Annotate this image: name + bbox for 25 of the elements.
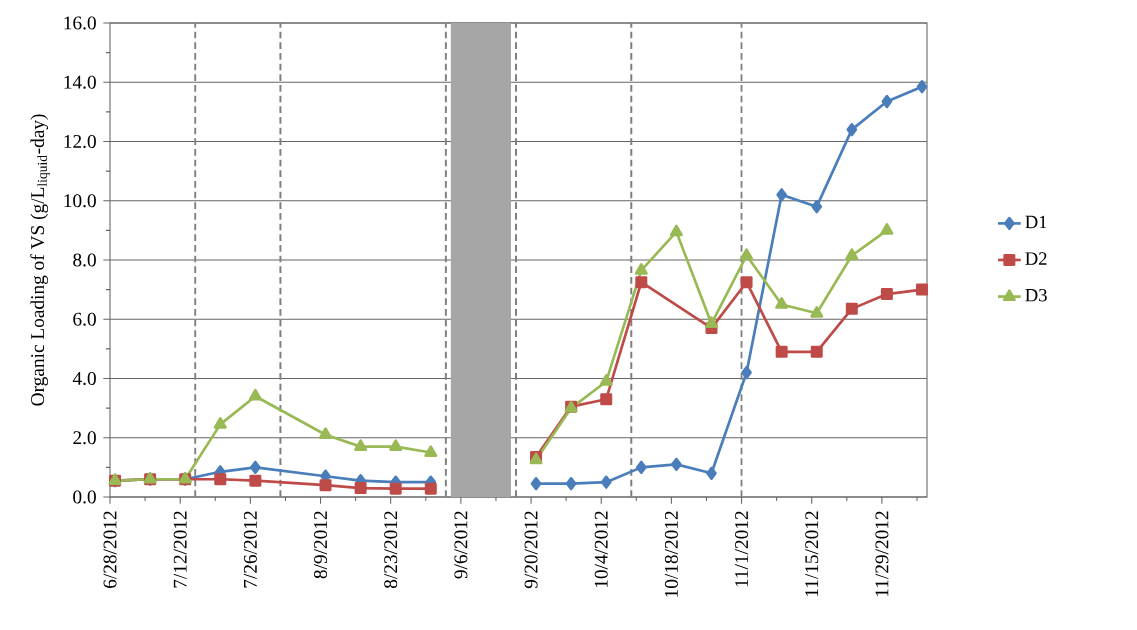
y-tick-label: 6.0 bbox=[73, 312, 96, 326]
x-tick-label: 11/29/2012 bbox=[875, 511, 889, 597]
legend-label: D2 bbox=[1025, 252, 1047, 265]
legend-label: D3 bbox=[1025, 288, 1047, 302]
x-tick-label: 10/4/2012 bbox=[594, 511, 608, 588]
y-tick-label: 4.0 bbox=[72, 371, 96, 386]
x-tick-label: 7/12/2012 bbox=[173, 511, 187, 588]
x-tick-label: 9/20/2012 bbox=[524, 511, 538, 589]
x-tick-label: 11/1/2012 bbox=[735, 511, 749, 587]
x-tick-label: 8/9/2012 bbox=[314, 511, 328, 579]
x-tick-label: 11/15/2012 bbox=[805, 511, 819, 597]
y-tick-label: 0.0 bbox=[73, 490, 96, 504]
x-tick-label: 8/23/2012 bbox=[384, 511, 398, 589]
x-tick-label: 10/18/2012 bbox=[664, 511, 678, 597]
x-tick-label: 7/26/2012 bbox=[243, 511, 257, 588]
x-tick-label: 6/28/2012 bbox=[103, 511, 117, 588]
x-tick-label: 9/6/2012 bbox=[454, 511, 468, 579]
y-tick-label: 12.0 bbox=[64, 134, 96, 149]
y-tick-label: 8.0 bbox=[73, 253, 96, 267]
y-tick-label: 10.0 bbox=[64, 194, 96, 208]
y-tick-label: 2.0 bbox=[73, 431, 96, 445]
legend-label: D1 bbox=[1025, 215, 1047, 229]
y-tick-label: 14.0 bbox=[64, 75, 96, 89]
y-tick-label: 16.0 bbox=[64, 16, 96, 30]
y-axis-title: Organic Loading of VS (g/L$_{liquid}$-day) bbox=[30, 114, 50, 406]
